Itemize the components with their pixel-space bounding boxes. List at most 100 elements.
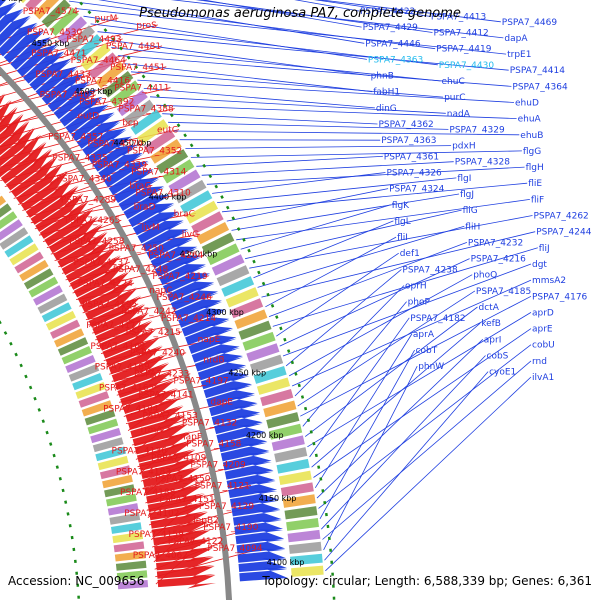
label-leader-line [226,188,389,222]
gene-label: PSPA7_4493 [66,35,121,45]
gene-label: PSPA7_4339 [92,160,148,170]
right-gene-labels: PSPA7_4422 PSPA7_4413 PSPA7_4469 PSPA7_4429… [360,7,592,383]
label-leader-line [98,0,365,44]
gene-label: PSPA7_4340 [57,174,113,184]
gene-feature [122,388,181,414]
gene-feature [282,494,316,508]
gene-feature [99,465,131,480]
label-leader-line [185,145,452,149]
gene-feature [102,70,134,98]
gene-feature [229,491,279,508]
gene-feature [216,265,250,287]
label-leader-line [289,274,473,377]
gene-feature [20,171,73,211]
gene-feature [0,100,17,126]
gene-label: ilvA1 [532,373,554,383]
gene-feature [181,310,230,337]
gene-feature [81,279,137,313]
gene-feature [15,163,68,205]
gene-label: napE [198,335,221,345]
gene-label: napC [149,286,172,296]
gene-label: phoP [408,298,431,308]
label-leader-line [206,166,525,185]
gene-feature [290,553,323,566]
gene-feature [138,449,198,471]
gene-feature [107,503,139,516]
gene-feature [174,292,222,320]
gene-label: PSPA7_4184 [103,405,159,415]
left-gene-labels: PSPA7_4574purMproSPSPA7_4530PSPA7_4493PS… [23,7,263,561]
gene-feature [111,354,169,383]
label-leader-line [190,150,522,158]
ruler-tick-label: 4300 kbp [206,308,244,317]
gene-feature [162,265,211,294]
gene-feature [242,331,276,351]
label-leader-line [297,290,476,407]
gene-label: napF [180,432,202,442]
gene-label: phnB [371,72,394,82]
gene-feature [0,211,18,230]
label-leader-line [302,301,407,427]
gene-feature [221,276,255,297]
gene-label: PSPA7_4433 [35,70,90,80]
gene-feature [0,114,29,145]
gene-feature [68,363,100,382]
gene-feature [230,298,264,319]
gene-label: PSPA7_4392 [79,98,134,108]
label-leader-line [282,263,532,357]
gene-feature [188,329,237,354]
label-leader-line [245,209,462,260]
gene-label: PSPA7_4215 [126,328,181,338]
gene-feature [238,320,272,340]
gene-label: PSPA7_4177 [86,321,141,331]
gene-label: rnd [532,357,547,367]
gene-feature [130,414,189,439]
gene-feature [98,145,143,180]
gene-feature [57,232,112,268]
gene-feature [80,43,111,71]
gene-feature [253,366,287,384]
gene-feature [206,243,240,266]
gene-feature [280,482,314,497]
gene-label: PSPA7_4258 [69,237,125,247]
gene-label: PSPA7_4150 [155,474,211,484]
gene-feature [104,484,135,498]
gene-feature [0,135,46,178]
label-leader-line [212,172,386,194]
label-leader-line [137,79,515,103]
gene-label: PSPA7_4357 [48,133,103,143]
label-leader-line [279,258,470,347]
gene-feature [49,7,79,37]
gene-feature [116,570,148,581]
gene-feature [194,347,243,372]
gene-feature [95,446,127,462]
gene-label: PSPA7_4102 [124,509,179,519]
gene-label: PSPA7_4412 [434,29,489,39]
ruler-ticks: 4600 kbp 4550 kbp 4500 kbp 4450 kbp 4400 kbp… [0,0,304,567]
label-leader-line [149,96,446,114]
gene-feature [278,470,312,486]
label-leader-line [195,0,433,33]
gene-feature [220,442,270,462]
gene-feature [263,400,297,418]
gene-label: PSPA7_4188 [120,488,176,498]
gene-label: PSPA7_4151 [159,495,214,505]
gene-feature [0,128,41,167]
gene-label: eutD [77,112,99,122]
gene-label: PSPA7_4141 [138,391,193,401]
gene-label: livM [142,223,160,233]
gene-feature [77,271,133,305]
gene-feature [157,575,216,589]
gene-label: oprH [405,282,427,292]
gene-feature [103,153,149,188]
gene-feature [28,276,59,298]
gene-label: purC [444,93,465,103]
gene-label: kefB [481,319,501,329]
gene-label: PSPA7_4328 [455,158,511,168]
gene-feature [191,338,240,363]
gene-feature [117,579,149,590]
gene-label: trpE1 [507,50,531,60]
gene-feature [154,247,202,277]
gene-feature [33,285,63,306]
